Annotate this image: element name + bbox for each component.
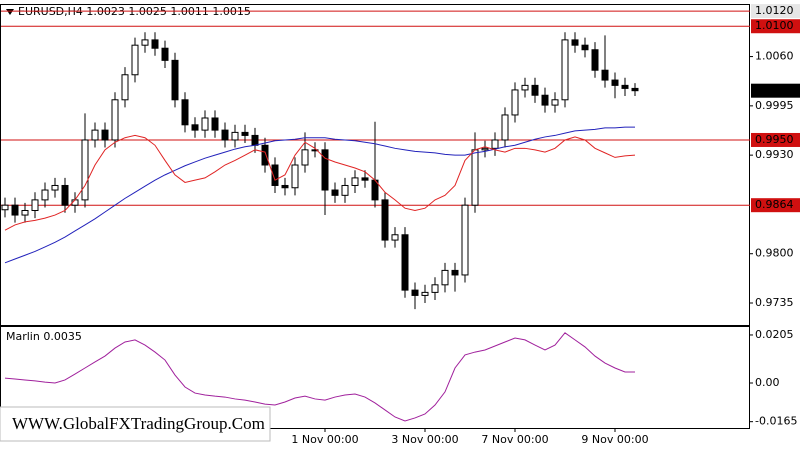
level-label: 1.0100	[755, 19, 794, 32]
candle-body	[611, 79, 619, 86]
candle-body	[1, 204, 9, 211]
candle-body	[431, 284, 439, 293]
candle-body	[121, 74, 129, 101]
y-tick-label: 0.9800	[755, 247, 794, 260]
candle-body	[231, 131, 239, 141]
candle-body	[311, 149, 319, 152]
indicator-line	[4, 126, 635, 264]
candle-body	[531, 84, 539, 96]
x-tick-label: 3 Nov 00:00	[391, 433, 458, 446]
candle-body	[171, 59, 179, 101]
candle-body	[31, 199, 39, 211]
level-label-bg	[751, 4, 800, 19]
level-label: 0.9864	[755, 198, 794, 211]
candle-body	[81, 139, 89, 201]
candle-body	[551, 99, 559, 106]
candle-body	[41, 189, 49, 201]
y-tick-label: 0.00	[755, 376, 780, 389]
y-tick-label: -0.0165	[755, 415, 797, 428]
candle-body	[561, 39, 569, 101]
candle-body	[451, 269, 459, 276]
candle-body	[101, 129, 109, 141]
candle-body	[181, 99, 189, 126]
level-label-bg	[751, 198, 800, 213]
candle-body	[621, 84, 629, 89]
candle-body	[191, 124, 199, 131]
candle-body	[341, 184, 349, 196]
level-label: 1.0120	[755, 4, 794, 17]
price-label-bg	[751, 83, 800, 98]
candle-body	[471, 149, 479, 206]
x-tick-label: 7 Nov 00:00	[481, 433, 548, 446]
candle-body	[421, 291, 429, 296]
indicator-title: Marlin 0.0035	[6, 330, 82, 343]
candle-body	[541, 94, 549, 106]
candle-body	[51, 184, 59, 191]
candle-body	[401, 234, 409, 291]
candle-body	[361, 177, 369, 181]
candle-body	[91, 129, 99, 141]
plot: 1.0060 0.9995 0.9930 0.9800 0.9735 1.0120 1.01…	[1, 4, 800, 446]
candle-body	[321, 149, 329, 191]
candle-body	[151, 39, 159, 49]
candle-body	[571, 39, 579, 46]
y-tick-label: 0.9995	[755, 99, 794, 112]
candle-body	[251, 134, 259, 146]
watermark-box	[0, 406, 271, 442]
candle-body	[291, 164, 299, 189]
candle-body	[331, 189, 339, 196]
candle-body	[201, 117, 209, 131]
candle-body	[411, 289, 419, 296]
candle-body	[491, 139, 499, 149]
candle-body	[271, 164, 279, 186]
candle-body	[381, 199, 389, 241]
candle-body	[161, 47, 169, 61]
candle-body	[511, 89, 519, 116]
candle-body	[501, 114, 509, 141]
y-tick-label: 0.9930	[755, 148, 794, 161]
level-label-bg	[751, 19, 800, 34]
candle-body	[301, 149, 309, 166]
candle-body	[601, 69, 609, 81]
y-tick-label: 0.0205	[755, 328, 794, 341]
candle-body	[521, 84, 529, 91]
y-tick-label: 0.9735	[755, 296, 794, 309]
y-tick-label: 1.0060	[755, 50, 794, 63]
candle-body	[61, 184, 69, 206]
candle-body	[441, 269, 449, 286]
candle-body	[581, 44, 589, 51]
x-tick-label: 1 Nov 00:00	[291, 433, 358, 446]
candle-body	[141, 39, 149, 46]
level-label-bg	[751, 132, 800, 147]
candle-body	[351, 177, 359, 186]
menu-arrow	[6, 9, 14, 15]
candle-body	[461, 204, 469, 276]
indicator-line	[4, 134, 636, 231]
candle-body	[211, 117, 219, 131]
candle-body	[111, 99, 119, 141]
x-tick-label: 9 Nov 00:00	[581, 433, 648, 446]
candle-body	[481, 147, 489, 151]
candle-body	[21, 209, 29, 216]
candle-body	[281, 184, 289, 189]
candle-body	[631, 87, 639, 92]
indicator-line	[4, 332, 635, 422]
candle-body	[11, 204, 19, 216]
price-label: 1.0015	[755, 84, 794, 97]
sub-frame	[0, 326, 750, 429]
candle-body	[221, 129, 229, 141]
candle-body	[241, 131, 249, 136]
candle-body	[591, 49, 599, 71]
main-frame	[0, 4, 750, 326]
candle-body	[391, 234, 399, 241]
level-label: 0.9950	[755, 133, 794, 146]
candle-body	[131, 44, 139, 76]
candle-body	[261, 144, 269, 166]
watermark: WWW.GlobalFXTradingGroup.Com	[12, 414, 265, 433]
